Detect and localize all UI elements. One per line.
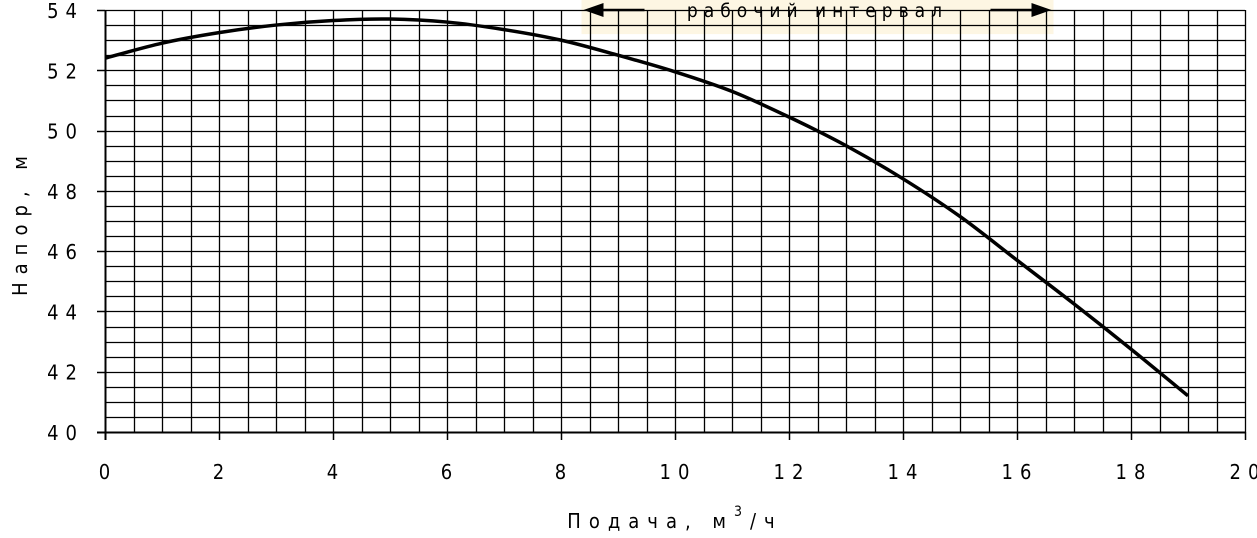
x-tick-label: 20 [1230,460,1257,484]
x-axis-title: Подача, м3/ч [567,504,782,533]
y-axis-title: Напор, м [8,148,32,296]
series-layer [104,17,1190,398]
x-tick-label: 8 [555,460,573,484]
x-tick-label: 6 [441,460,459,484]
working-interval-annotation: рабочий интервал [581,0,1054,35]
x-tick-label: 4 [327,460,345,484]
x-tick-label: 2 [213,460,231,484]
y-tick-label: 42 [47,361,84,385]
series-line-0 [104,17,1190,398]
x-tick-label: 18 [1116,460,1153,484]
annotation-background [581,0,1054,35]
labels-layer: 024681012141618204042444648505254Подача,… [8,0,1257,533]
y-tick-label: 46 [47,240,84,264]
x-tick-label: 16 [1002,460,1039,484]
y-tick-label: 40 [47,421,84,445]
y-tick-label: 52 [47,59,84,83]
y-tick-label: 54 [47,0,84,23]
x-tick-label: 12 [774,460,811,484]
x-tick-label: 0 [99,460,117,484]
y-tick-label: 48 [47,180,84,204]
x-tick-label: 10 [660,460,697,484]
y-tick-label: 50 [47,120,84,144]
y-tick-label: 44 [47,300,84,324]
x-tick-label: 14 [888,460,925,484]
axes [97,9,1247,440]
